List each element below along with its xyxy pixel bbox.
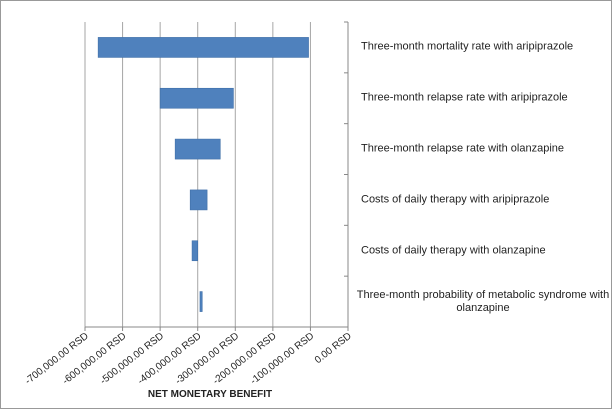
x-tick-label: 0.00 RSD bbox=[313, 331, 354, 366]
bar bbox=[159, 87, 234, 109]
x-tick-label: -700,000.00 RSD bbox=[23, 331, 91, 387]
category-label: Costs of daily therapy with olanzapine bbox=[361, 244, 546, 257]
x-tick-label: -400,000.00 RSD bbox=[136, 331, 204, 387]
category-label: Three-month relapse rate with aripiprazo… bbox=[361, 91, 568, 104]
bar bbox=[191, 240, 199, 262]
category-label: Three-month relapse rate with olanzapine bbox=[361, 142, 565, 155]
x-tick-label: -100,000.00 RSD bbox=[249, 331, 317, 387]
bar bbox=[97, 37, 309, 58]
bar bbox=[189, 189, 208, 211]
category-label: Costs of daily therapy with aripiprazole bbox=[361, 193, 550, 206]
category-label: Three-month probability of metabolic syn… bbox=[356, 288, 610, 314]
x-axis-title: NET MONETARY BENEFIT bbox=[148, 389, 272, 400]
bar bbox=[174, 138, 221, 160]
x-tick-label: -200,000.00 RSD bbox=[211, 331, 279, 387]
x-tick-label: -500,000.00 RSD bbox=[98, 331, 166, 387]
bar bbox=[199, 291, 203, 312]
x-tick-label: -300,000.00 RSD bbox=[173, 331, 241, 387]
x-tick-label: -600,000.00 RSD bbox=[61, 331, 129, 387]
category-label: Three-month mortality rate with aripipra… bbox=[361, 40, 574, 53]
